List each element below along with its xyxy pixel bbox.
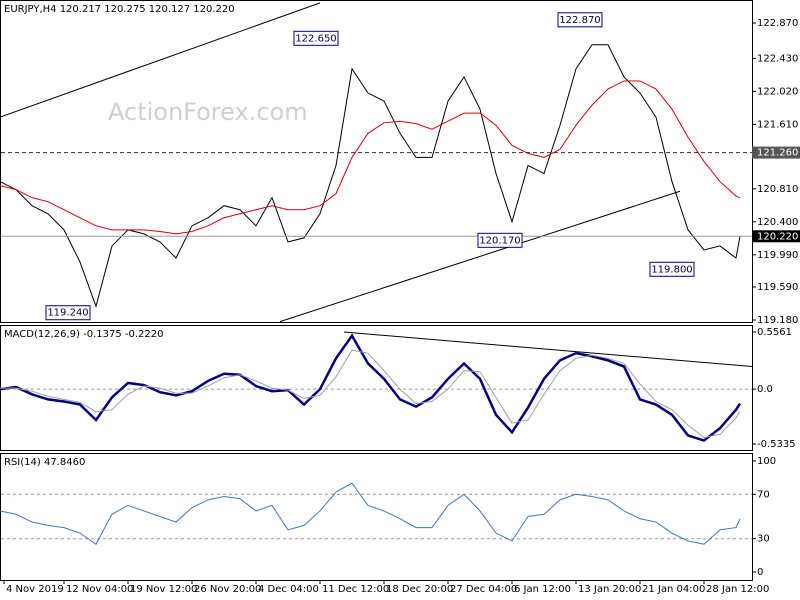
y-tick-label: 120.810 <box>757 184 798 195</box>
y-tick-label: 0.0 <box>757 384 773 395</box>
y-tick-label: 122.430 <box>757 53 798 64</box>
price-tag <box>752 146 800 159</box>
series-line <box>0 44 741 308</box>
annotation-box <box>477 232 523 248</box>
annotation-label: 122.650 <box>295 33 336 44</box>
series-line <box>0 80 741 235</box>
y-tick-label: 70 <box>757 489 770 500</box>
x-tick-label: 19 Nov 12:00 <box>130 584 197 595</box>
panel-border <box>0 453 753 581</box>
y-tick-label: 0 <box>757 567 763 578</box>
x-tick-label: 21 Jan 04:00 <box>642 584 705 595</box>
price-tag-label: 121.260 <box>757 148 798 159</box>
y-tick-label: 121.610 <box>757 119 798 130</box>
y-tick-label: 119.180 <box>757 315 798 326</box>
y-tick-label: 119.590 <box>757 282 798 293</box>
x-tick-label: 4 Dec 04:00 <box>258 584 319 595</box>
x-tick-label: 26 Nov 20:00 <box>194 584 261 595</box>
x-tick-label: 18 Dec 20:00 <box>386 584 453 595</box>
series-line <box>0 482 741 545</box>
annotation-box <box>45 305 91 321</box>
series-line <box>0 349 741 438</box>
annotation-label: 120.170 <box>479 235 520 246</box>
panel-title: MACD(12,26,9) -0.1375 -0.2220 <box>4 329 164 340</box>
trend-line <box>343 331 753 368</box>
panel-title: EURJPY,H4 120.217 120.275 120.127 120.22… <box>4 4 235 15</box>
y-tick-label: 122.020 <box>757 86 798 97</box>
watermark: ActionForex.com <box>108 98 308 126</box>
x-tick-label: 28 Jan 12:00 <box>706 584 769 595</box>
y-tick-label: 30 <box>757 534 770 545</box>
panel-title: RSI(14) 47.8460 <box>4 457 85 468</box>
x-tick-label: 6 Jan 12:00 <box>514 584 571 595</box>
annotation-box <box>293 30 339 46</box>
x-tick-label: 27 Dec 04:00 <box>450 584 517 595</box>
series-line <box>0 333 742 442</box>
panel-border <box>0 0 753 323</box>
annotation-label: 119.800 <box>651 264 692 275</box>
price-tag-label: 120.220 <box>757 231 798 242</box>
y-tick-label: -0.5335 <box>757 439 796 450</box>
x-tick-label: 11 Dec 12:00 <box>322 584 389 595</box>
annotation-box <box>649 261 695 277</box>
annotation-label: 122.870 <box>559 15 600 26</box>
trend-line <box>0 2 321 118</box>
x-tick-label: 12 Nov 04:00 <box>66 584 133 595</box>
trend-line <box>279 190 681 323</box>
y-tick-label: 119.990 <box>757 250 798 261</box>
x-tick-label: 13 Jan 20:00 <box>578 584 641 595</box>
price-tag <box>752 230 800 243</box>
x-tick-label: 4 Nov 2019 <box>6 584 64 595</box>
annotation-box <box>557 12 603 28</box>
y-tick-label: 100 <box>757 456 776 467</box>
annotation-label: 119.240 <box>47 308 88 319</box>
y-tick-label: 122.870 <box>757 18 798 29</box>
y-tick-label: 0.5561 <box>757 327 792 338</box>
y-tick-label: 120.400 <box>757 217 798 228</box>
